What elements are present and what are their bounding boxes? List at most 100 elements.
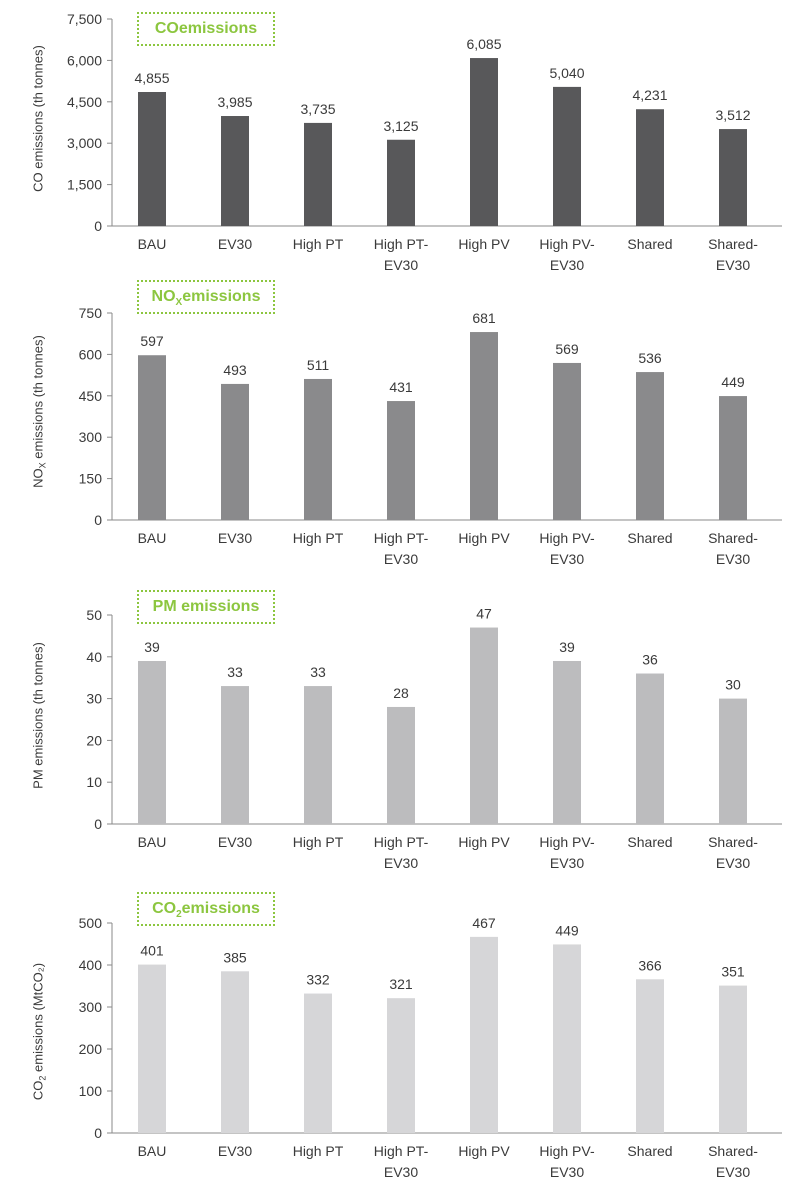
x-category-label: BAU xyxy=(138,236,167,252)
bar xyxy=(387,139,415,226)
x-category-label: EV30 xyxy=(550,257,584,273)
bar xyxy=(304,993,332,1133)
bar xyxy=(387,998,415,1133)
bar-value-label: 569 xyxy=(555,341,579,357)
bar-value-label: 401 xyxy=(140,943,164,959)
bar-value-label: 385 xyxy=(223,949,247,965)
chart-panel-nox: 0 150 300 450 600 750 597 BAU 493 EV30 511 High PT 4… xyxy=(0,280,797,594)
x-category-label: High PV xyxy=(458,834,510,850)
y-tick-label: 30 xyxy=(86,691,102,707)
bar xyxy=(719,129,747,226)
bar xyxy=(636,109,664,226)
y-axis-label-co2: CO2 emissions (MtCO₂) xyxy=(30,902,48,1162)
x-category-label: High PT xyxy=(293,236,344,252)
y-tick-label: 100 xyxy=(79,1083,103,1099)
chart-panel-co2: 0 100 200 300 400 500 401 BAU 385 EV30 332 High PT 3… xyxy=(0,892,797,1196)
x-category-label: Shared- xyxy=(708,834,758,850)
y-tick-label: 50 xyxy=(86,607,102,623)
bar-value-label: 449 xyxy=(555,922,579,938)
chart-title-sub: 2 xyxy=(176,908,182,920)
bar-value-label: 5,040 xyxy=(549,65,584,81)
x-category-label: High PT- xyxy=(374,530,429,546)
bar xyxy=(719,698,747,824)
bar xyxy=(138,660,166,824)
x-category-label: Shared xyxy=(627,236,672,252)
bar xyxy=(553,362,581,520)
y-tick-label: 150 xyxy=(79,471,103,487)
x-category-label: High PV- xyxy=(539,530,595,546)
y-axis-label-sub: 2 xyxy=(37,1075,48,1081)
x-category-label: EV30 xyxy=(218,236,252,252)
bar xyxy=(470,627,498,824)
y-axis-label-post: emissions (MtCO₂) xyxy=(30,962,46,1076)
bar xyxy=(221,686,249,824)
y-tick-label: 200 xyxy=(79,1041,103,1057)
y-axis-label-pre: PM emissions (th tonnes) xyxy=(30,642,46,789)
y-axis-label-pre: NO xyxy=(30,468,46,488)
y-tick-label: 500 xyxy=(79,915,103,931)
x-category-label: EV30 xyxy=(716,257,750,273)
bar-value-label: 681 xyxy=(472,310,496,326)
x-category-label: High PT- xyxy=(374,834,429,850)
x-category-label: Shared- xyxy=(708,236,758,252)
bar xyxy=(304,378,332,520)
x-category-label: High PV xyxy=(458,1143,510,1159)
bar xyxy=(387,706,415,824)
y-axis-label-sub: X xyxy=(37,462,48,469)
x-category-label: High PT xyxy=(293,530,344,546)
chart-svg-nox: 0 150 300 450 600 750 597 BAU 493 EV30 511 High PT 4… xyxy=(79,305,782,567)
x-category-label: High PV xyxy=(458,236,510,252)
x-category-label: EV30 xyxy=(716,1164,750,1180)
bar-value-label: 4,231 xyxy=(632,87,667,103)
y-tick-label: 0 xyxy=(94,218,102,234)
y-tick-label: 40 xyxy=(86,649,102,665)
bar-value-label: 431 xyxy=(389,379,413,395)
bar-value-label: 536 xyxy=(638,350,662,366)
y-tick-label: 4,500 xyxy=(67,94,102,110)
x-category-label: Shared xyxy=(627,1143,672,1159)
chart-svg-co2: 0 100 200 300 400 500 401 BAU 385 EV30 332 High PT 3… xyxy=(79,915,782,1180)
y-tick-label: 300 xyxy=(79,999,103,1015)
bar-value-label: 3,125 xyxy=(383,118,418,134)
chart-panel-co: 0 1,500 3,000 4,500 6,000 7,500 4,855 BAU 3,985 E… xyxy=(0,0,797,300)
chart-title-pre: CO xyxy=(154,20,179,37)
bar xyxy=(221,971,249,1133)
x-category-label: EV30 xyxy=(218,530,252,546)
chart-panel-pm: 0 10 20 30 40 50 39 BAU 33 EV30 33 High PT 28 High PT… xyxy=(0,590,797,898)
bar-value-label: 449 xyxy=(721,374,745,390)
chart-title-post: emissions xyxy=(178,20,258,37)
chart-svg-co: 0 1,500 3,000 4,500 6,000 7,500 4,855 BAU 3,985 E… xyxy=(67,11,782,273)
bar-value-label: 33 xyxy=(227,664,243,680)
bar xyxy=(636,372,664,520)
bar-value-label: 332 xyxy=(306,972,330,988)
x-category-label: High PT- xyxy=(374,1143,429,1159)
x-category-label: EV30 xyxy=(550,855,584,871)
bar-value-label: 47 xyxy=(476,606,492,622)
bar xyxy=(304,686,332,824)
x-category-label: High PV- xyxy=(539,236,595,252)
y-tick-label: 6,000 xyxy=(67,52,102,68)
y-tick-label: 400 xyxy=(79,957,103,973)
bar xyxy=(387,401,415,520)
y-tick-label: 0 xyxy=(94,1125,102,1141)
x-category-label: EV30 xyxy=(716,551,750,567)
y-tick-label: 10 xyxy=(86,774,102,790)
bar-value-label: 39 xyxy=(144,639,160,655)
x-category-label: Shared xyxy=(627,530,672,546)
x-category-label: EV30 xyxy=(716,855,750,871)
bar xyxy=(553,660,581,824)
x-category-label: EV30 xyxy=(218,1143,252,1159)
bar-value-label: 36 xyxy=(642,652,658,668)
chart-title-pre: NO xyxy=(151,288,176,305)
bar-value-label: 493 xyxy=(223,362,247,378)
bar xyxy=(221,383,249,520)
chart-title-pm: PM emissions xyxy=(137,590,275,624)
bar xyxy=(719,985,747,1133)
y-axis-label-pm: PM emissions (th tonnes) xyxy=(31,586,46,846)
x-category-label: High PV- xyxy=(539,1143,595,1159)
y-tick-label: 0 xyxy=(94,816,102,832)
bar-value-label: 6,085 xyxy=(466,36,501,52)
x-category-label: Shared xyxy=(627,834,672,850)
bar-value-label: 28 xyxy=(393,685,409,701)
x-category-label: EV30 xyxy=(384,855,418,871)
